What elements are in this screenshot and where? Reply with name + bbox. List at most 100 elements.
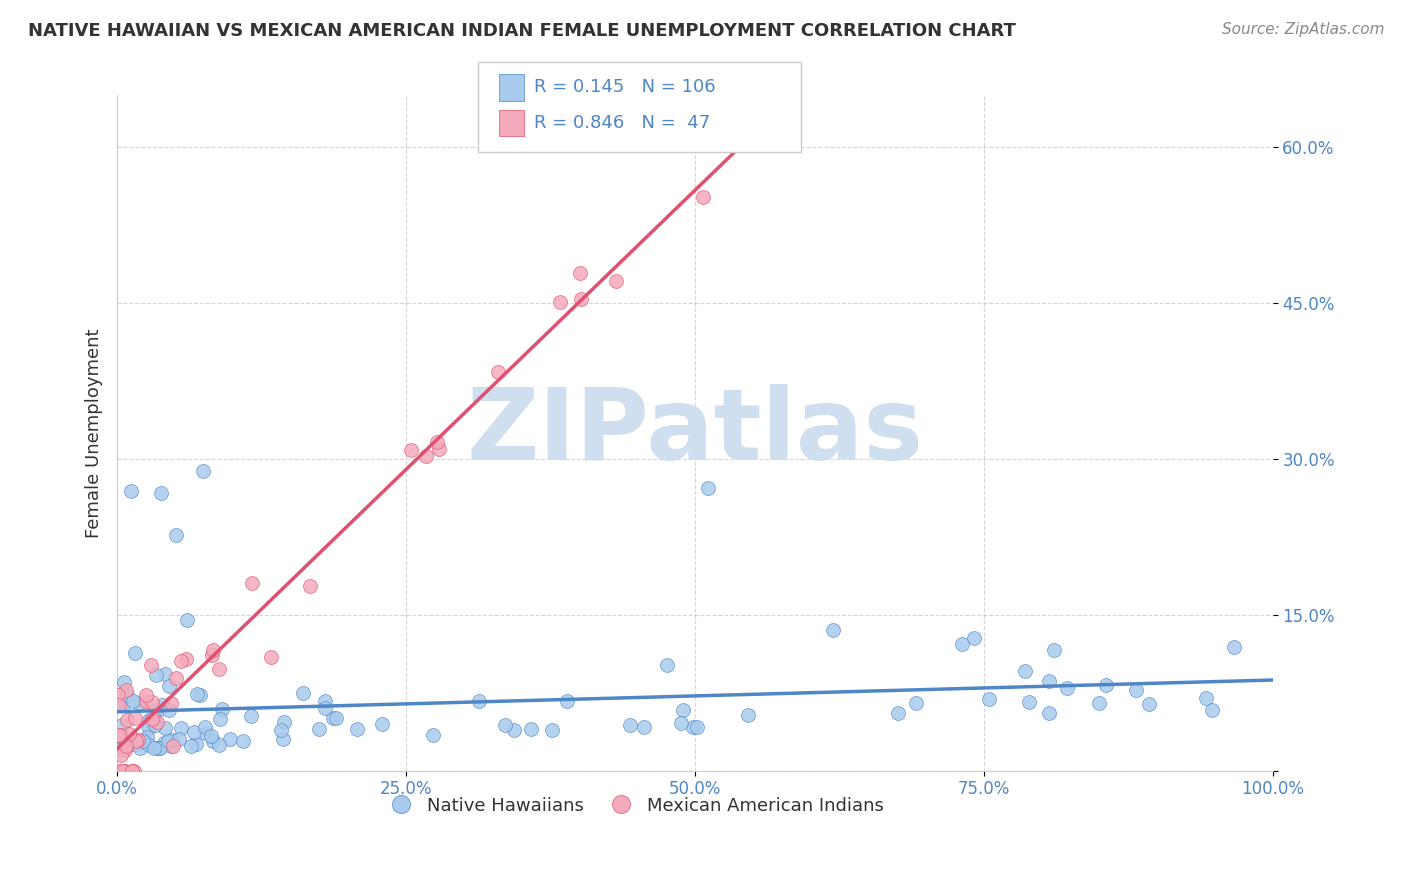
Point — [201, 643, 224, 657]
Point — [110, 747, 132, 762]
Text: R = 0.846   N =  47: R = 0.846 N = 47 — [534, 114, 710, 132]
Point — [132, 733, 155, 747]
Point — [111, 739, 134, 753]
Point — [422, 728, 444, 742]
Point — [322, 711, 344, 725]
Point — [270, 723, 292, 737]
Point — [208, 712, 231, 726]
Point — [314, 694, 336, 708]
Point — [124, 711, 146, 725]
Y-axis label: Female Unemployment: Female Unemployment — [86, 328, 103, 538]
Point — [188, 688, 211, 702]
Point — [1038, 706, 1060, 721]
Point — [291, 686, 314, 700]
Point — [697, 481, 720, 495]
Point — [619, 718, 641, 732]
Point — [1056, 681, 1078, 695]
Point — [141, 695, 163, 709]
Point — [201, 648, 224, 662]
Point — [159, 739, 181, 754]
Point — [138, 738, 160, 752]
Point — [132, 733, 155, 747]
Point — [669, 715, 692, 730]
Point — [155, 721, 177, 735]
Point — [494, 717, 516, 731]
Point — [135, 694, 157, 708]
Point — [823, 623, 845, 637]
Point — [202, 733, 225, 747]
Point — [183, 725, 205, 739]
Point — [194, 720, 217, 734]
Point — [655, 657, 678, 672]
Point — [165, 671, 187, 685]
Text: R = 0.145   N = 106: R = 0.145 N = 106 — [534, 78, 716, 96]
Point — [111, 718, 134, 732]
Point — [165, 528, 187, 542]
Point — [176, 613, 198, 627]
Point — [427, 442, 450, 456]
Point — [148, 702, 170, 716]
Point — [128, 740, 150, 755]
Point — [112, 764, 135, 778]
Point — [122, 694, 145, 708]
Point — [569, 266, 592, 280]
Point — [1201, 703, 1223, 717]
Point — [115, 688, 138, 702]
Point — [108, 698, 131, 712]
Point — [105, 697, 128, 711]
Point — [110, 742, 132, 756]
Point — [157, 734, 180, 748]
Point — [169, 732, 191, 747]
Point — [686, 720, 709, 734]
Point — [1125, 682, 1147, 697]
Point — [148, 741, 170, 756]
Point — [887, 706, 910, 720]
Point — [633, 720, 655, 734]
Point — [520, 723, 543, 737]
Point — [108, 764, 131, 778]
Point — [155, 667, 177, 681]
Point — [1038, 673, 1060, 688]
Point — [314, 700, 336, 714]
Point — [108, 729, 131, 743]
Point — [184, 737, 207, 751]
Point — [195, 725, 218, 739]
Point — [124, 646, 146, 660]
Point — [114, 764, 136, 778]
Point — [111, 764, 134, 778]
Point — [149, 486, 172, 500]
Point — [1014, 665, 1036, 679]
Point — [541, 723, 564, 737]
Point — [569, 292, 592, 306]
Point — [159, 696, 181, 710]
Point — [950, 636, 973, 650]
Point — [299, 579, 322, 593]
Point — [114, 743, 136, 757]
Point — [136, 730, 159, 744]
Point — [146, 741, 169, 756]
Point — [143, 741, 166, 756]
Text: ZIPatlas: ZIPatlas — [467, 384, 924, 482]
Point — [240, 575, 263, 590]
Point — [150, 698, 173, 713]
Point — [371, 717, 394, 731]
Point — [146, 714, 169, 729]
Point — [346, 722, 368, 736]
Legend: Native Hawaiians, Mexican American Indians: Native Hawaiians, Mexican American India… — [384, 789, 891, 822]
Text: NATIVE HAWAIIAN VS MEXICAN AMERICAN INDIAN FEMALE UNEMPLOYMENT CORRELATION CHART: NATIVE HAWAIIAN VS MEXICAN AMERICAN INDI… — [28, 22, 1017, 40]
Point — [157, 679, 180, 693]
Point — [1042, 642, 1064, 657]
Point — [121, 764, 143, 778]
Point — [128, 696, 150, 710]
Point — [200, 729, 222, 743]
Point — [325, 711, 347, 725]
Point — [121, 764, 143, 778]
Point — [555, 694, 578, 708]
Point — [207, 662, 229, 676]
Point — [112, 674, 135, 689]
Point — [135, 688, 157, 702]
Point — [129, 735, 152, 749]
Point — [138, 721, 160, 735]
Point — [260, 649, 283, 664]
Point — [120, 484, 142, 499]
